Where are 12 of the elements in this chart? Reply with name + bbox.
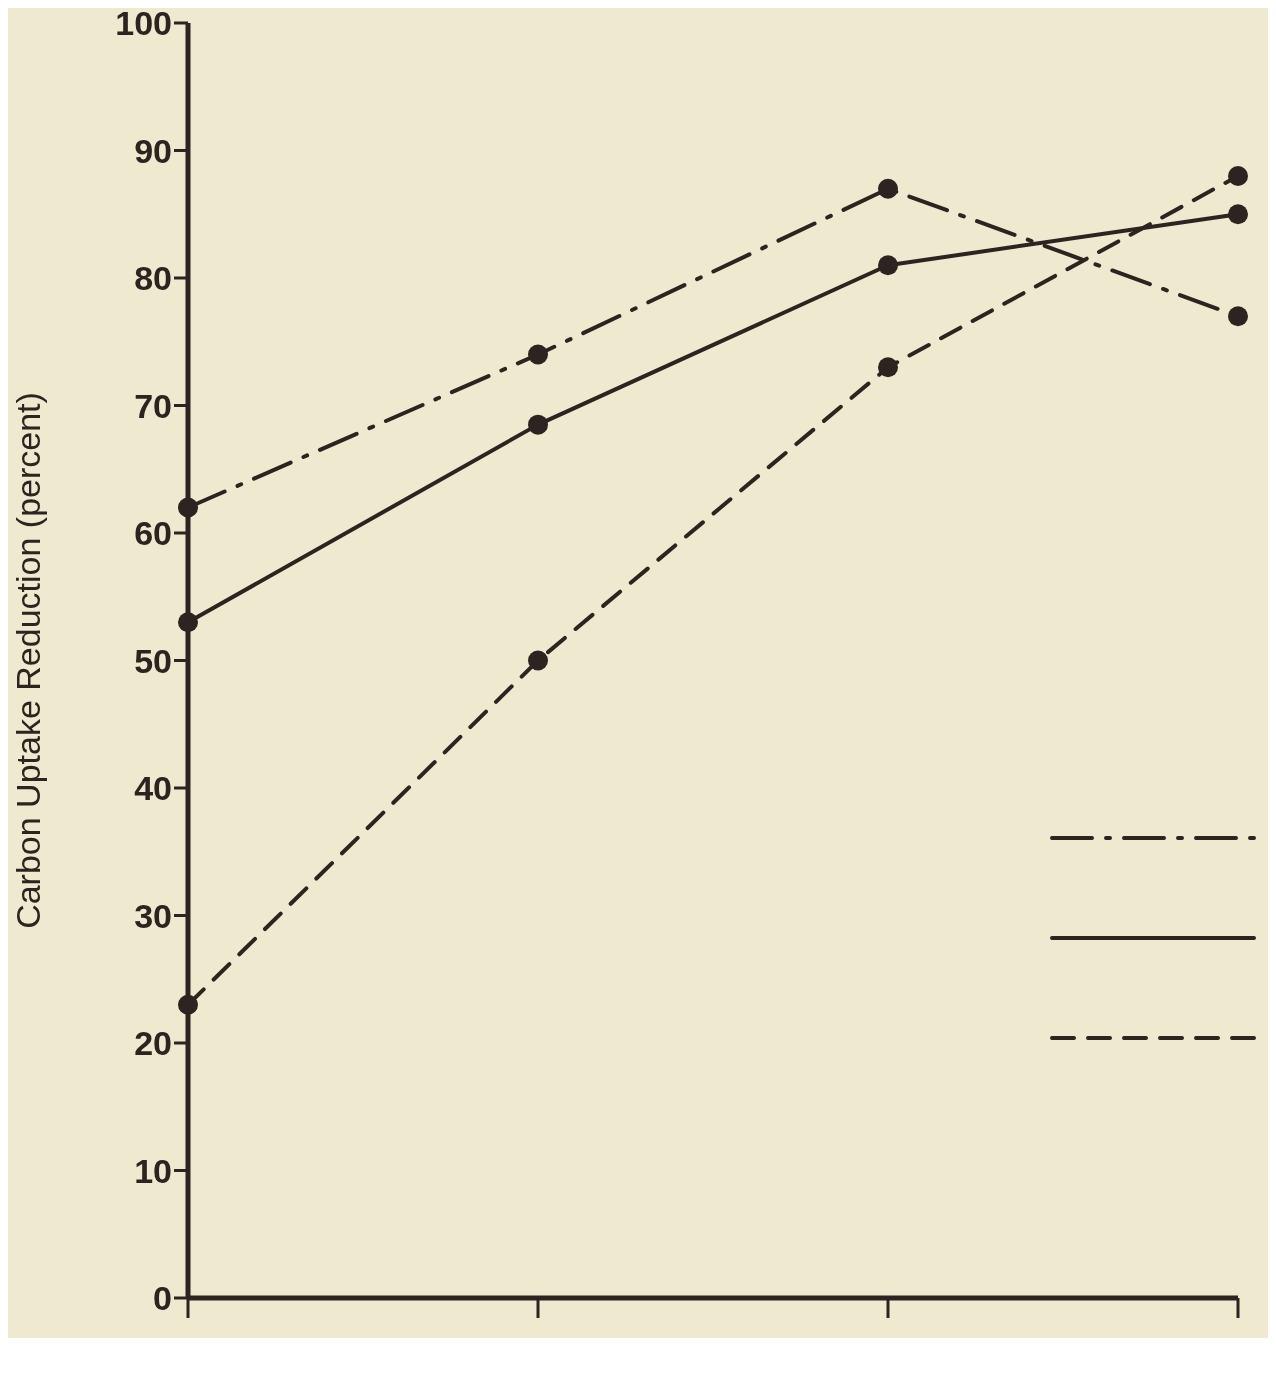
y-axis-title: Carbon Uptake Reduction (percent) <box>9 392 48 929</box>
y-tick-label: 10 <box>134 1151 172 1190</box>
y-tick-label: 70 <box>134 386 172 425</box>
y-tick-label: 40 <box>134 769 172 808</box>
y-tick-label: 100 <box>115 4 172 43</box>
y-tick-label: 0 <box>153 1279 172 1318</box>
y-tick-label: 80 <box>134 259 172 298</box>
y-tick-label: 30 <box>134 896 172 935</box>
y-tick-label: 50 <box>134 641 172 680</box>
y-tick-label: 60 <box>134 514 172 553</box>
y-tick-label: 20 <box>134 1024 172 1063</box>
y-tick-label: 90 <box>134 131 172 170</box>
